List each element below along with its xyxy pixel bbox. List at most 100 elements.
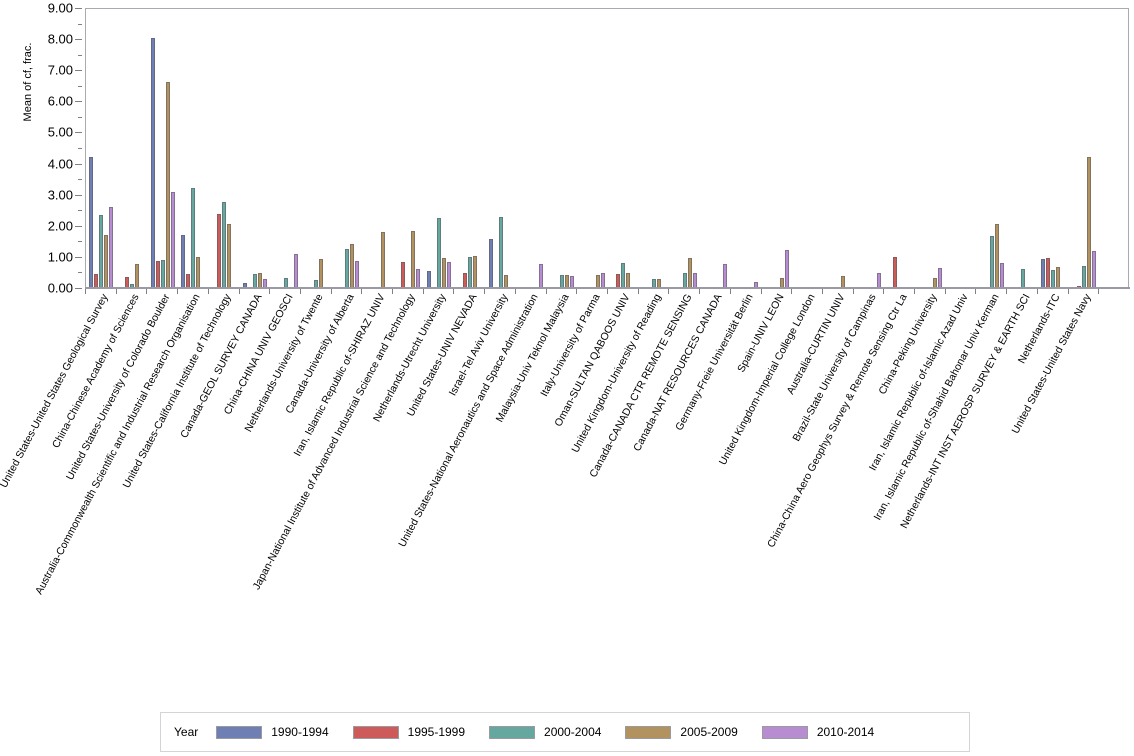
bar <box>89 156 94 288</box>
x-tick-mark <box>484 289 486 294</box>
x-tick-mark <box>1006 289 1008 294</box>
legend-swatch <box>761 725 808 739</box>
y-minor-tick-mark <box>78 179 82 181</box>
y-tick-mark <box>75 132 82 134</box>
legend-item[interactable]: 2000-2004 <box>489 725 601 739</box>
bar-group <box>485 9 516 288</box>
y-tick-label: 6.00 <box>47 93 73 109</box>
legend-label: 2005-2009 <box>680 725 738 739</box>
bar <box>354 260 359 288</box>
x-tick-mark <box>422 289 424 294</box>
bar <box>600 273 605 288</box>
y-minor-tick-mark <box>78 272 82 274</box>
x-axis-labels: United States-United States Geological S… <box>0 292 1134 702</box>
bar <box>447 261 452 288</box>
bar-groups <box>86 9 1128 288</box>
y-tick-label: 2.00 <box>47 218 73 234</box>
x-tick-mark <box>821 289 823 294</box>
legend-swatch <box>352 725 399 739</box>
y-tick-label: 3.00 <box>47 187 73 203</box>
bar <box>170 192 175 288</box>
x-tick-mark <box>668 289 670 294</box>
legend-item[interactable]: 2010-2014 <box>761 725 875 739</box>
bar <box>892 256 897 288</box>
bar <box>401 261 406 288</box>
bar <box>876 272 881 288</box>
x-tick-mark <box>392 289 394 294</box>
x-tick-label: Australia-CURTIN UNIV <box>784 292 848 397</box>
x-tick-mark <box>576 289 578 294</box>
y-minor-tick-mark <box>78 241 82 243</box>
x-tick-label: China-Peking University <box>876 292 941 397</box>
bar-group <box>608 9 639 288</box>
x-tick-mark <box>729 289 731 294</box>
bar-group <box>884 9 915 288</box>
bar-group <box>86 9 117 288</box>
x-tick-mark <box>514 289 516 294</box>
bar <box>155 260 160 288</box>
bar-group <box>854 9 885 288</box>
bar <box>682 273 687 288</box>
legend-item[interactable]: 2005-2009 <box>625 725 738 739</box>
bar <box>539 264 544 288</box>
bar <box>994 224 999 288</box>
x-tick-mark <box>330 289 332 294</box>
bar <box>437 218 442 288</box>
bar-group <box>547 9 578 288</box>
x-tick-mark <box>944 289 946 294</box>
bar <box>196 257 201 288</box>
bar <box>349 243 354 288</box>
bar-group <box>946 9 977 288</box>
bar-group <box>1099 9 1130 288</box>
bar <box>442 257 447 288</box>
x-tick-mark <box>177 289 179 294</box>
bar <box>687 257 692 288</box>
y-tick-mark <box>75 101 82 103</box>
y-tick-label: 1.00 <box>47 249 73 265</box>
bar-group <box>1007 9 1038 288</box>
x-tick-mark <box>791 289 793 294</box>
x-tick-mark <box>453 289 455 294</box>
bar <box>559 274 564 288</box>
bar <box>257 272 262 288</box>
x-tick-mark <box>85 289 86 294</box>
y-minor-tick-mark <box>78 85 82 87</box>
bar-group <box>332 9 363 288</box>
bar <box>181 235 186 288</box>
y-minor-tick-mark <box>78 54 82 56</box>
bar <box>1020 268 1025 288</box>
y-tick-mark <box>75 8 82 9</box>
legend-label: 2010-2014 <box>816 725 875 739</box>
bar-group <box>915 9 946 288</box>
bar <box>186 274 191 288</box>
x-tick-mark <box>1036 289 1038 294</box>
x-tick-mark <box>760 289 762 294</box>
x-tick-mark <box>975 289 977 294</box>
legend-label: 1990-1994 <box>271 725 329 739</box>
plot-area <box>85 8 1129 288</box>
bar <box>616 274 621 288</box>
x-tick-mark <box>607 289 608 294</box>
y-tick-label: 4.00 <box>47 156 73 172</box>
bar <box>488 239 493 288</box>
legend-swatch <box>625 725 672 739</box>
bar-group <box>976 9 1007 288</box>
y-tick-mark <box>75 163 82 165</box>
legend-item[interactable]: 1990-1994 <box>216 725 329 739</box>
bar-group <box>1038 9 1069 288</box>
bar-group <box>731 9 762 288</box>
bar <box>1081 266 1086 288</box>
bar-group <box>823 9 854 288</box>
bar <box>160 260 165 288</box>
bar <box>626 273 631 288</box>
y-tick-mark <box>75 256 82 258</box>
bar <box>416 269 421 288</box>
x-tick-mark <box>299 289 301 294</box>
y-tick-label: 8.00 <box>47 31 73 47</box>
legend-item[interactable]: 1995-1999 <box>352 725 465 739</box>
bar <box>621 262 626 288</box>
x-tick-mark <box>146 289 148 294</box>
bar <box>462 273 467 288</box>
bar <box>498 217 503 288</box>
bar <box>427 270 432 288</box>
